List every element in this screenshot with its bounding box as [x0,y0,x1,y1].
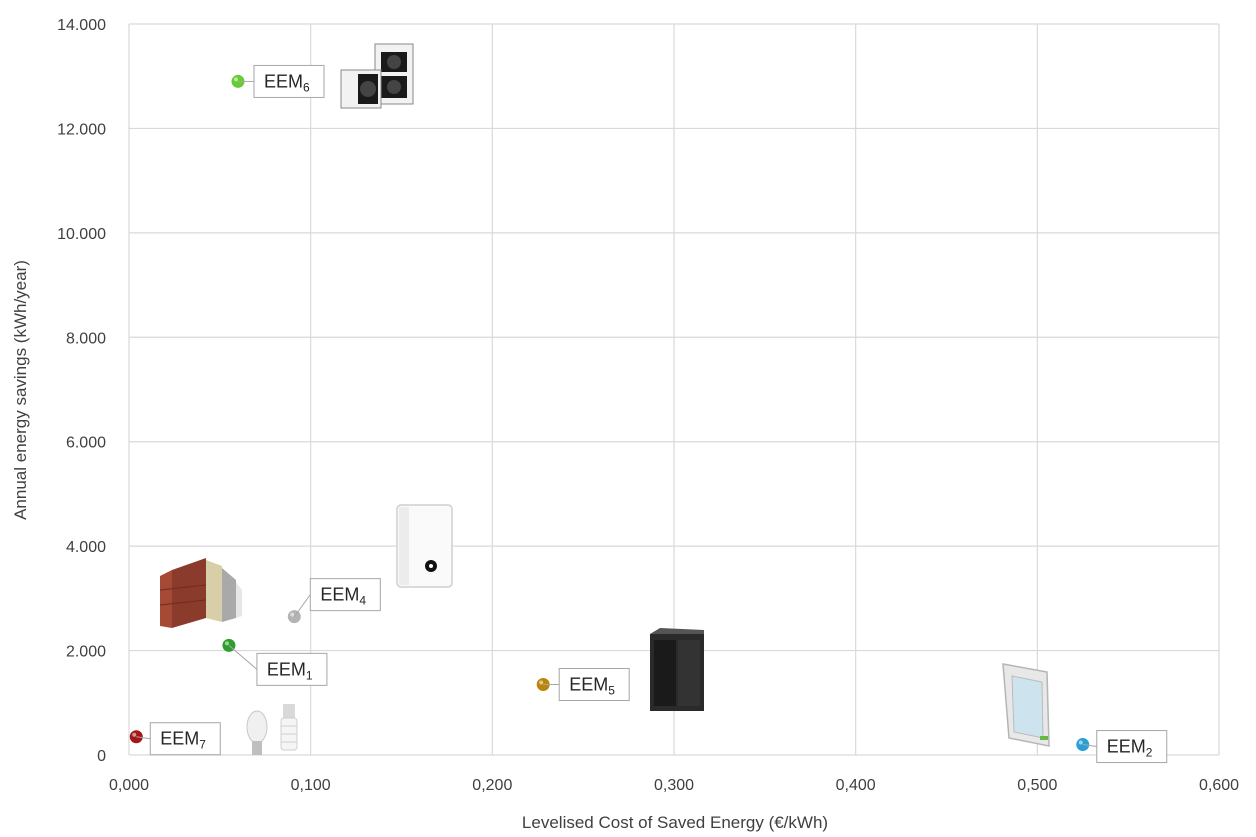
label-text: EEM4 [320,585,366,608]
data-label-eem5: EEM5 [543,668,630,702]
leader-line [1082,744,1097,748]
y-tick-label: 2.000 [66,644,106,661]
leader-line [136,736,151,740]
label-text: EEM5 [569,675,615,698]
wall-insulation-icon [159,558,242,628]
label-text: EEM2 [1107,737,1153,760]
leader-line [293,594,311,617]
data-point-highlight [224,641,229,646]
x-tick-labels: 0,000 0,100 0,200 0,300 0,400 0,500 0,600 [109,777,1239,794]
y-axis-title: Annual energy savings (kWh/year) [11,260,30,520]
heat-pump-icon [340,43,414,109]
y-tick-label: 12.000 [57,121,106,138]
x-tick-label: 0,200 [472,777,512,794]
grid-lines [128,23,1220,756]
data-point-highlight [234,77,238,82]
data-labels: EEM1 EEM2 EEM4 EEM5 EEM6 EEM7 [136,64,1168,764]
biomass-stove-icon [650,628,704,711]
label-box [149,722,221,756]
label-box [256,652,328,686]
y-tick-label: 0 [97,748,106,765]
y-tick-label: 8.000 [66,330,106,347]
y-tick-label: 6.000 [66,435,106,452]
data-points [129,74,1090,752]
data-label-eem6: EEM6 [238,64,325,98]
x-axis-title: Levelised Cost of Saved Energy (€/kWh) [522,813,828,832]
y-tick-label: 4.000 [66,539,106,556]
label-text: EEM1 [267,659,313,682]
boiler-icon [396,504,453,588]
leader-line [228,644,258,670]
data-label-eem1: EEM1 [228,644,328,686]
x-tick-label: 0,500 [1017,777,1057,794]
x-tick-label: 0,600 [1199,777,1239,794]
window-icon [1002,663,1050,747]
x-tick-label: 0,000 [109,777,149,794]
data-point-highlight [1078,740,1083,745]
x-tick-label: 0,400 [836,777,876,794]
label-box [558,668,630,702]
label-box [253,64,325,98]
label-box [309,578,381,612]
y-tick-label: 14.000 [57,17,106,34]
x-tick-label: 0,300 [654,777,694,794]
data-label-eem4: EEM4 [293,578,381,617]
y-tick-labels: 0 2.000 4.000 6.000 8.000 10.000 12.000 14.000 [57,17,106,765]
data-label-eem7: EEM7 [136,722,221,756]
x-tick-label: 0,100 [291,777,331,794]
measure-illustrations [159,43,1050,755]
label-text: EEM7 [160,729,206,752]
label-box [1096,730,1168,764]
light-bulb-icon [246,704,298,755]
data-point-highlight [290,612,295,617]
label-text: EEM6 [264,71,310,94]
data-point-highlight [132,732,137,737]
data-point-highlight [539,680,544,685]
y-tick-label: 10.000 [57,226,106,243]
data-label-eem2: EEM2 [1082,730,1168,764]
